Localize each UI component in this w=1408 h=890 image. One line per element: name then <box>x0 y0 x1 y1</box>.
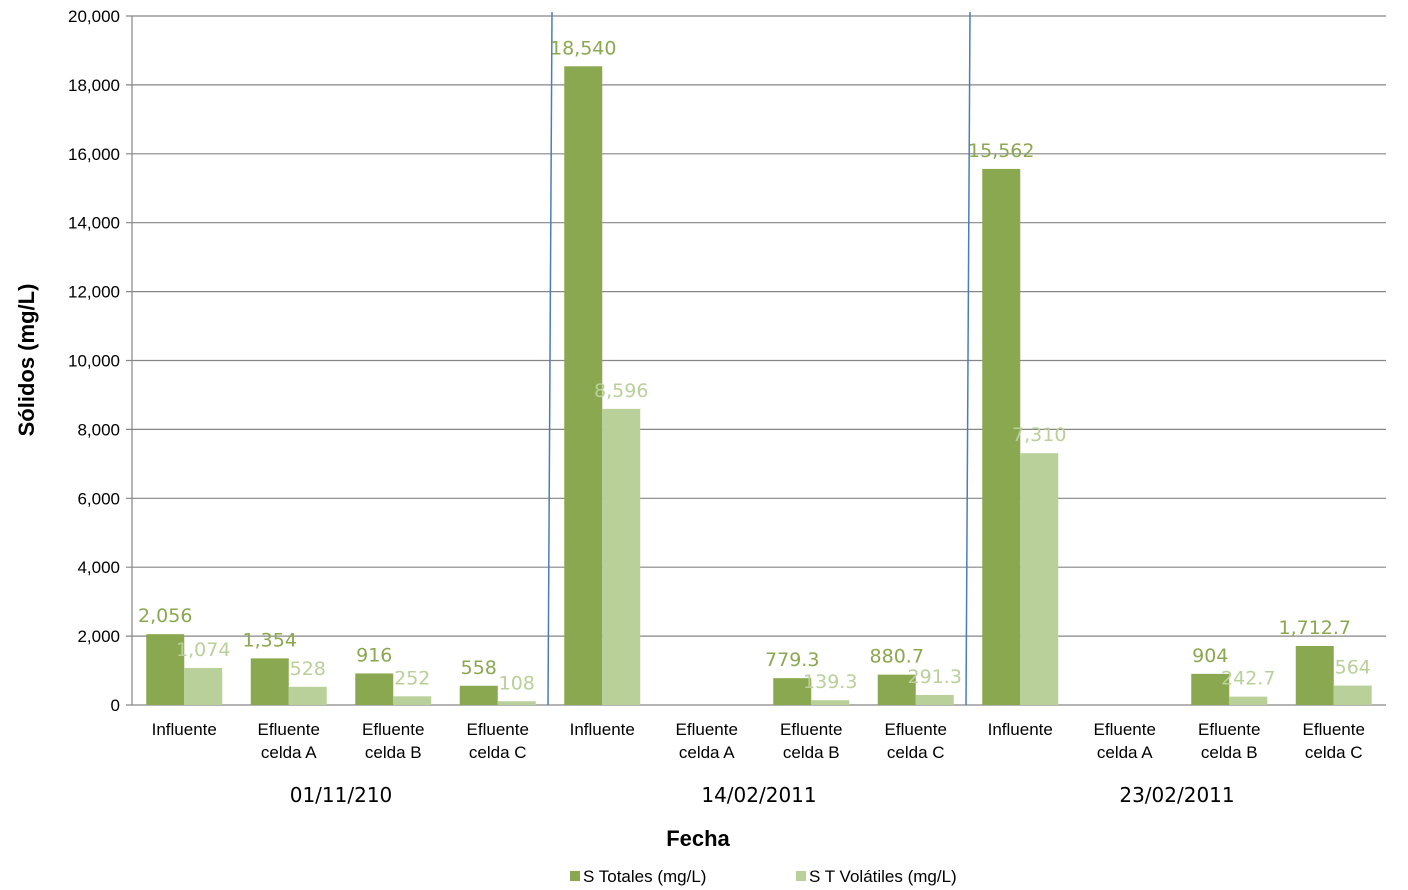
group-separators <box>547 11 971 706</box>
category-label: Efluente <box>885 720 947 739</box>
x-axis-groups: 01/11/210 14/02/2011 23/02/2011 <box>290 783 1235 807</box>
bar-totales <box>877 674 916 705</box>
group-label: 01/11/210 <box>290 783 393 807</box>
data-label: 1,354 <box>243 629 297 651</box>
bar-volatiles <box>602 408 641 705</box>
y-tick-label: 2,000 <box>77 627 120 646</box>
y-tick-label: 8,000 <box>77 420 120 439</box>
bar-totales <box>459 685 498 705</box>
y-tick-label: 6,000 <box>77 489 120 508</box>
category-label: Influente <box>152 720 217 739</box>
bar-totales <box>146 634 185 705</box>
legend: S Totales (mg/L) S T Volátiles (mg/L) <box>570 867 957 886</box>
group-label: 23/02/2011 <box>1119 783 1234 807</box>
category-label: celda B <box>1201 743 1258 762</box>
data-label: 8,596 <box>594 380 648 402</box>
bar-totales <box>773 678 812 705</box>
category-label: Efluente <box>258 720 320 739</box>
legend-swatch <box>570 871 580 881</box>
x-axis-categories: Influente Efluente celda A Efluente celda B E… <box>152 720 1365 762</box>
bar-totales <box>564 66 603 705</box>
bar-totales <box>1191 673 1230 705</box>
y-axis-title: Sólidos (mg/L) <box>14 284 39 437</box>
category-label: Efluente <box>1303 720 1365 739</box>
category-label: celda B <box>783 743 840 762</box>
data-label: 916 <box>356 644 392 666</box>
category-label: Efluente <box>780 720 842 739</box>
bar-volatiles <box>393 696 432 705</box>
data-label: 242.7 <box>1221 668 1275 690</box>
category-label: celda C <box>469 743 527 762</box>
bar-volatiles <box>1020 453 1059 705</box>
bar-totales <box>982 168 1021 705</box>
category-label: Efluente <box>676 720 738 739</box>
y-tick-label: 12,000 <box>68 283 120 302</box>
bar-totales <box>355 673 394 705</box>
y-tick-label: 20,000 <box>68 7 120 26</box>
data-label: 779.3 <box>765 649 819 671</box>
y-tick-label: 16,000 <box>68 145 120 164</box>
data-label: 252 <box>394 667 430 689</box>
category-label: Influente <box>570 720 635 739</box>
data-label: 2,056 <box>138 605 192 627</box>
bar-totales <box>1295 645 1334 705</box>
category-label: celda A <box>679 743 735 762</box>
bar-volatiles <box>497 701 536 705</box>
category-label: Efluente <box>1198 720 1260 739</box>
category-label: celda C <box>1305 743 1363 762</box>
data-label: 1,712.7 <box>1278 617 1351 639</box>
category-label: celda A <box>261 743 317 762</box>
data-label: 528 <box>290 658 326 680</box>
x-axis-title: Fecha <box>666 826 730 851</box>
data-labels: 2,056 1,354 916 558 18,540 779.3 880.7 15,562 90… <box>138 37 1371 694</box>
y-tick-label: 14,000 <box>68 214 120 233</box>
bars <box>146 66 1372 705</box>
data-label: 18,540 <box>550 37 616 59</box>
group-label: 14/02/2011 <box>701 783 816 807</box>
data-label: 904 <box>1192 645 1228 667</box>
y-axis-ticks: 0 2,000 4,000 6,000 8,000 10,000 12,000 14,000 1… <box>68 7 120 715</box>
y-tick-label: 4,000 <box>77 558 120 577</box>
bar-volatiles <box>1229 696 1268 705</box>
data-label: 15,562 <box>968 140 1034 162</box>
bar-volatiles <box>811 700 850 705</box>
category-label: Efluente <box>1094 720 1156 739</box>
group-separator <box>965 11 971 706</box>
data-label: 1,074 <box>176 639 230 661</box>
gridlines <box>126 15 1386 706</box>
group-separator <box>547 11 553 706</box>
data-label: 558 <box>461 657 497 679</box>
data-label: 880.7 <box>870 646 924 668</box>
legend-swatch <box>796 871 806 881</box>
y-tick-label: 10,000 <box>68 352 120 371</box>
category-label: Influente <box>988 720 1053 739</box>
category-label: Efluente <box>362 720 424 739</box>
data-label: 108 <box>499 672 535 694</box>
bar-volatiles <box>288 686 327 705</box>
category-label: Efluente <box>467 720 529 739</box>
bar-totales <box>250 658 289 705</box>
category-label: celda A <box>1097 743 1153 762</box>
bar-volatiles <box>184 668 223 705</box>
category-label: celda B <box>365 743 422 762</box>
legend-label: S T Volátiles (mg/L) <box>809 867 957 886</box>
data-label: 291.3 <box>908 666 962 688</box>
data-label: 564 <box>1335 657 1371 679</box>
data-label: 139.3 <box>803 671 857 693</box>
y-tick-label: 18,000 <box>68 76 120 95</box>
bar-volatiles <box>915 694 954 705</box>
data-label: 7,310 <box>1012 424 1066 446</box>
y-tick-label: 0 <box>111 696 120 715</box>
legend-label: S Totales (mg/L) <box>583 867 706 886</box>
category-label: celda C <box>887 743 945 762</box>
bar-volatiles <box>1333 685 1372 705</box>
